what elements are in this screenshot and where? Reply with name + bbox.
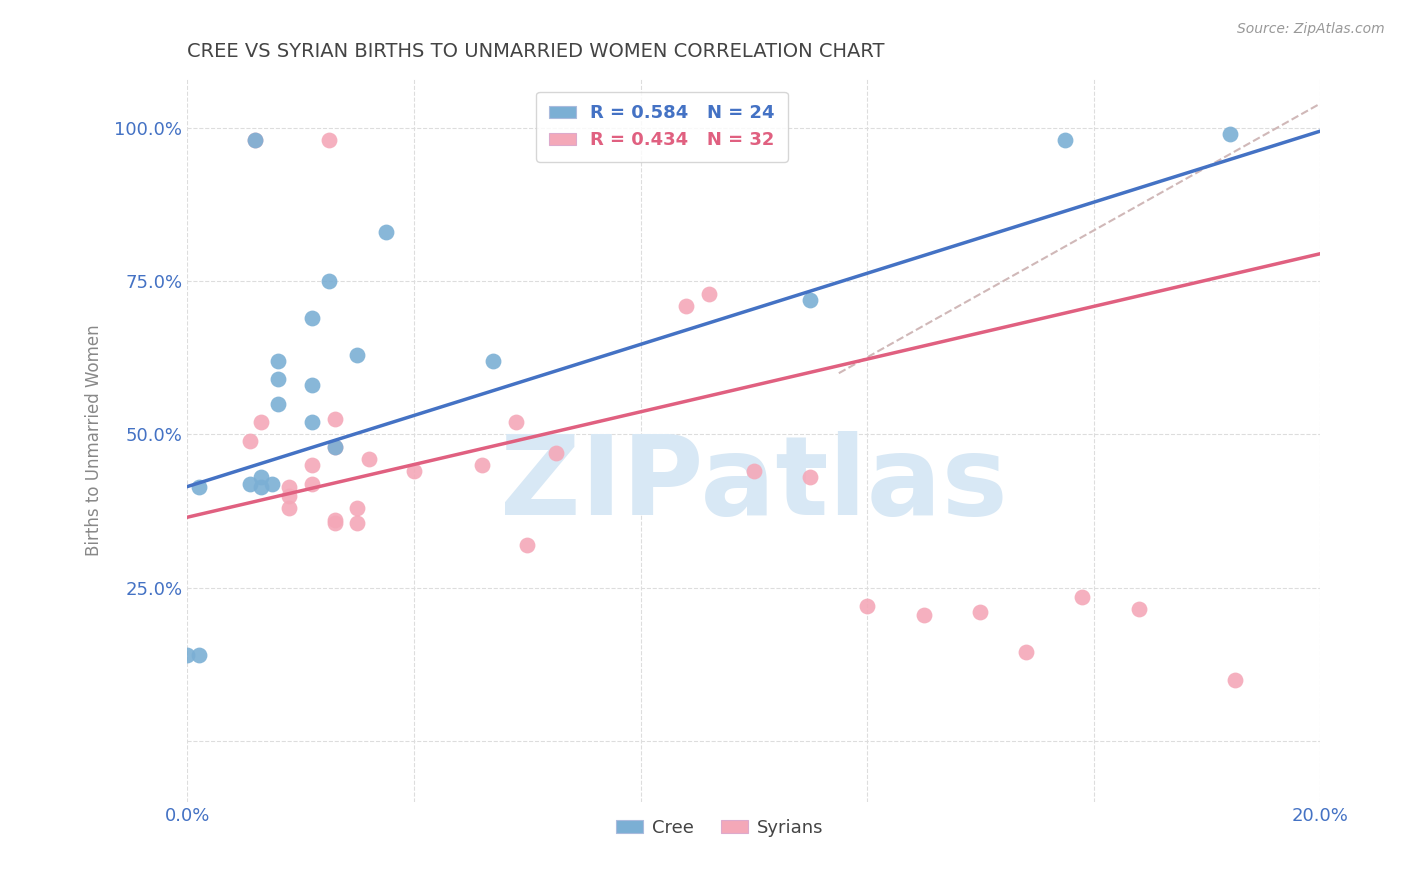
Point: [301, 378, 323, 392]
Point: [323, 516, 346, 531]
Y-axis label: Births to Unmarried Women: Births to Unmarried Women: [86, 325, 103, 557]
Point: [799, 293, 821, 307]
Point: [250, 470, 273, 484]
Point: [323, 513, 346, 527]
Point: [374, 225, 396, 239]
Point: [187, 648, 209, 662]
Point: [267, 354, 290, 368]
Point: [856, 599, 879, 614]
Point: [969, 605, 991, 619]
Point: [301, 415, 323, 429]
Point: [505, 415, 527, 429]
Point: [1054, 133, 1077, 147]
Point: [544, 446, 567, 460]
Text: ZIPatlas: ZIPatlas: [501, 431, 1008, 538]
Point: [278, 480, 301, 494]
Point: [278, 501, 301, 516]
Text: Source: ZipAtlas.com: Source: ZipAtlas.com: [1237, 22, 1385, 37]
Point: [912, 608, 935, 623]
Point: [262, 476, 284, 491]
Point: [245, 133, 267, 147]
Point: [346, 501, 368, 516]
Point: [176, 648, 198, 662]
Point: [245, 133, 267, 147]
Point: [267, 397, 290, 411]
Point: [1015, 645, 1038, 659]
Point: [1225, 673, 1247, 687]
Point: [301, 458, 323, 472]
Point: [799, 470, 821, 484]
Point: [471, 458, 494, 472]
Point: [1128, 602, 1150, 616]
Point: [250, 415, 273, 429]
Point: [482, 354, 505, 368]
Point: [323, 440, 346, 454]
Point: [675, 299, 697, 313]
Point: [1219, 127, 1241, 141]
Point: [516, 538, 538, 552]
Point: [742, 464, 765, 478]
Point: [323, 412, 346, 426]
Point: [239, 434, 262, 448]
Point: [318, 133, 340, 147]
Point: [187, 480, 209, 494]
Point: [318, 274, 340, 288]
Point: [301, 476, 323, 491]
Point: [346, 348, 368, 362]
Point: [239, 476, 262, 491]
Point: [402, 464, 425, 478]
Legend: Cree, Syrians: Cree, Syrians: [609, 812, 831, 844]
Text: CREE VS SYRIAN BIRTHS TO UNMARRIED WOMEN CORRELATION CHART: CREE VS SYRIAN BIRTHS TO UNMARRIED WOMEN…: [187, 42, 884, 61]
Point: [697, 286, 720, 301]
Point: [278, 489, 301, 503]
Point: [357, 452, 380, 467]
Point: [267, 372, 290, 386]
Point: [250, 480, 273, 494]
Point: [346, 516, 368, 531]
Point: [323, 440, 346, 454]
Point: [1071, 590, 1094, 604]
Point: [301, 311, 323, 326]
